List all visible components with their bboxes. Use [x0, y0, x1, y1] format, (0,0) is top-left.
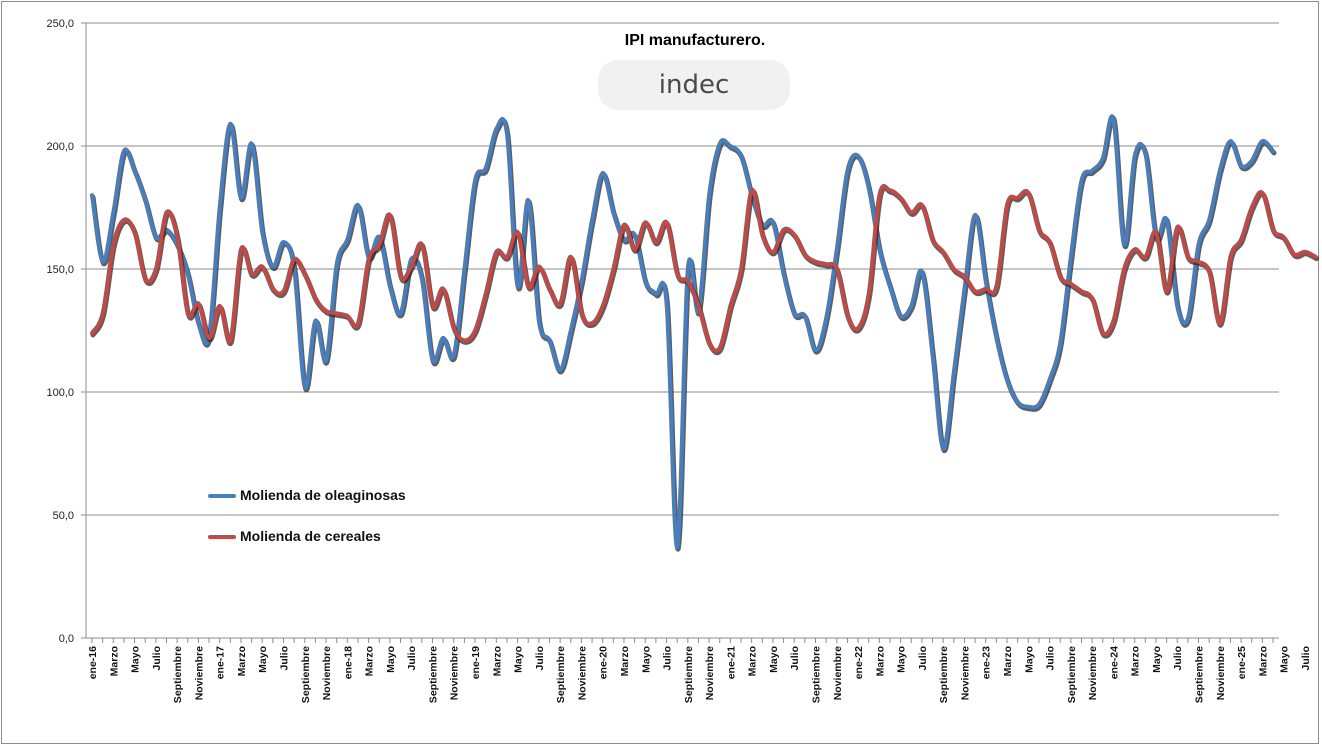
x-tick-label: Marzo — [236, 646, 248, 676]
x-tick-label: Julio — [1300, 646, 1312, 671]
x-tick-label: Noviembre — [1215, 646, 1227, 700]
x-tick-label: Mayo — [385, 646, 397, 673]
x-tick-label: Septiembre — [810, 646, 822, 703]
x-tick-label: Noviembre — [704, 646, 716, 700]
x-tick-label: Noviembre — [576, 646, 588, 700]
x-tick-label: Julio — [279, 646, 291, 671]
x-tick-label: ene-24 — [1108, 646, 1120, 679]
indec-logo-text: indec — [658, 70, 730, 100]
x-tick-label: Marzo — [364, 646, 376, 676]
x-tick-label: Marzo — [619, 646, 631, 676]
y-tick-labels: 0,0 50,0 100,0 150,0 200,0 250,0 — [46, 18, 74, 645]
x-tick-label: Julio — [406, 646, 418, 671]
x-tick-label: Mayo — [1151, 646, 1163, 673]
x-tick-label: Septiembre — [172, 646, 184, 703]
legend-label-cereales: Molienda de cereales — [240, 528, 381, 544]
y-tick-label: 250,0 — [46, 18, 74, 30]
x-tick-label: ene-19 — [470, 646, 482, 679]
x-tick-label: ene-23 — [981, 646, 993, 679]
x-tick-label: Mayo — [768, 646, 780, 673]
y-tick-label: 200,0 — [46, 141, 74, 153]
x-tick-label: Mayo — [1279, 646, 1291, 673]
x-tick-label: Marzo — [1002, 646, 1014, 676]
x-tick-label: Julio — [151, 646, 163, 671]
x-tick-label: Marzo — [874, 646, 886, 676]
x-tick-label: Mayo — [896, 646, 908, 673]
x-tick-label: Mayo — [640, 646, 652, 673]
x-tick-label: ene-20 — [598, 646, 610, 679]
x-tick-label: ene-17 — [215, 646, 227, 679]
x-tick-label: ene-25 — [1236, 646, 1248, 679]
x-tick-label: Septiembre — [1194, 646, 1206, 703]
x-tick-label: Julio — [662, 646, 674, 671]
series-lines — [90, 114, 1320, 552]
x-tick-label: Julio — [1172, 646, 1184, 671]
x-tick-label: Julio — [789, 646, 801, 671]
x-tick-label: ene-16 — [87, 646, 99, 679]
x-tick-label: Noviembre — [832, 646, 844, 700]
legend-swatch-oleaginosas — [208, 494, 236, 498]
x-tick-label: Mayo — [513, 646, 525, 673]
legend-label-oleaginosas: Molienda de oleaginosas — [240, 487, 406, 503]
x-tick-label: Mayo — [130, 646, 142, 673]
series-line-oleaginosas — [90, 114, 1275, 549]
x-tick-label: Noviembre — [193, 646, 205, 700]
x-tick-label: Noviembre — [449, 646, 461, 700]
x-tick-label: Julio — [1045, 646, 1057, 671]
x-tick-label: Marzo — [747, 646, 759, 676]
x-tick-label: ene-21 — [725, 646, 737, 679]
x-tick-label: Septiembre — [1066, 646, 1078, 703]
x-tick-label: Julio — [534, 646, 546, 671]
y-tick-label: 50,0 — [53, 510, 74, 522]
x-tick-label: Septiembre — [555, 646, 567, 703]
y-tick-label: 0,0 — [59, 633, 74, 645]
x-tick-label: Septiembre — [300, 646, 312, 703]
x-tick-label: Marzo — [108, 646, 120, 676]
x-tick-label: Noviembre — [959, 646, 971, 700]
x-tick-label: Septiembre — [938, 646, 950, 703]
x-tick-label: Mayo — [1023, 646, 1035, 673]
x-tick-label: Septiembre — [427, 646, 439, 703]
x-tick-label: Marzo — [491, 646, 503, 676]
chart-title: IPI manufacturero. — [624, 32, 766, 49]
x-tick-label: Septiembre — [683, 646, 695, 703]
indec-logo: indec — [598, 60, 790, 110]
y-tick-label: 100,0 — [46, 387, 74, 399]
x-tick-label: ene-18 — [342, 646, 354, 679]
x-tick-label: Noviembre — [321, 646, 333, 700]
legend-swatch-cereales — [208, 535, 236, 539]
series-line-cereales — [90, 183, 1318, 353]
x-tick-label: Noviembre — [1087, 646, 1099, 700]
y-tick-label: 150,0 — [46, 264, 74, 276]
x-tick-labels: ene-16 Marzo Mayo Julio Septiembre Noviembre e… — [87, 646, 1322, 703]
x-tick-label: Marzo — [1130, 646, 1142, 676]
x-tick-label: Mayo — [257, 646, 269, 673]
axes — [81, 22, 1279, 643]
x-tick-label: Marzo — [1257, 646, 1269, 676]
x-tick-label: ene-22 — [853, 646, 865, 679]
x-tick-label: Julio — [917, 646, 929, 671]
